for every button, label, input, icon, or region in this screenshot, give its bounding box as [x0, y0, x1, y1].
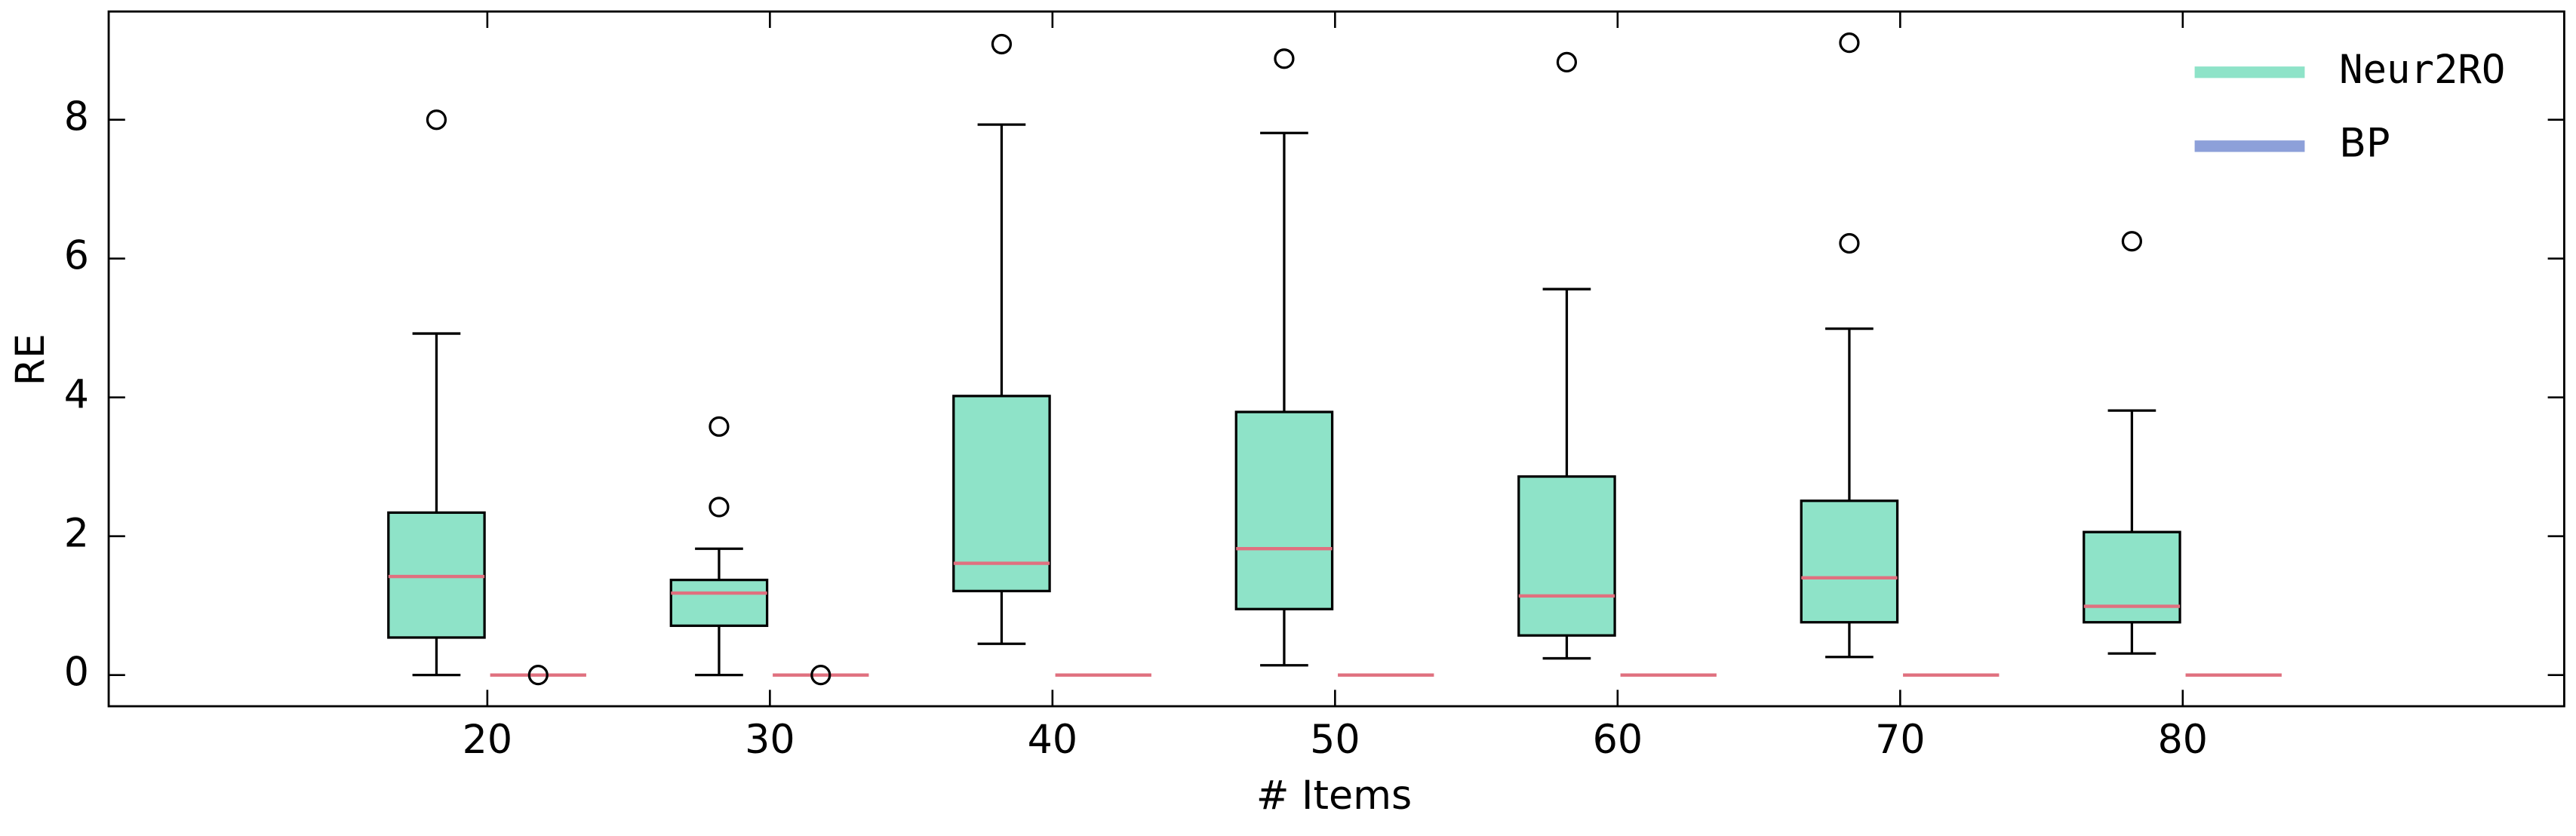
y-tick-label: 6	[64, 234, 89, 279]
outlier	[1839, 32, 1860, 54]
outlier	[1556, 51, 1578, 72]
box	[1800, 499, 1899, 624]
outlier	[1274, 48, 1295, 69]
box	[1234, 410, 1334, 610]
outlier	[426, 109, 447, 131]
y-tick-label: 4	[64, 373, 89, 418]
x-tick-label: 40	[1028, 718, 1077, 763]
legend-label: Neur2RO	[2339, 48, 2505, 93]
outlier	[991, 33, 1013, 55]
outlier	[810, 665, 832, 686]
x-axis-label: # Items	[1256, 773, 1412, 819]
y-tick-label: 2	[64, 512, 89, 557]
x-tick-label: 80	[2158, 718, 2208, 763]
x-tick-label: 70	[1875, 718, 1925, 763]
outlier	[1839, 232, 1860, 254]
outlier	[709, 416, 730, 437]
box	[2083, 530, 2181, 624]
y-axis-label: RE	[8, 333, 54, 386]
outlier	[527, 665, 549, 686]
y-tick-label: 0	[64, 650, 89, 696]
plot-frame	[107, 10, 2565, 708]
x-tick-label: 50	[1310, 718, 1360, 763]
legend-label: BP	[2339, 121, 2390, 167]
box	[1517, 475, 1616, 637]
x-tick-label: 60	[1593, 718, 1643, 763]
y-tick-label: 8	[64, 95, 89, 140]
outlier	[709, 496, 730, 518]
x-tick-label: 20	[463, 718, 512, 763]
box	[952, 395, 1051, 592]
outlier	[2121, 231, 2143, 252]
box	[669, 578, 769, 627]
x-tick-label: 30	[745, 718, 795, 763]
